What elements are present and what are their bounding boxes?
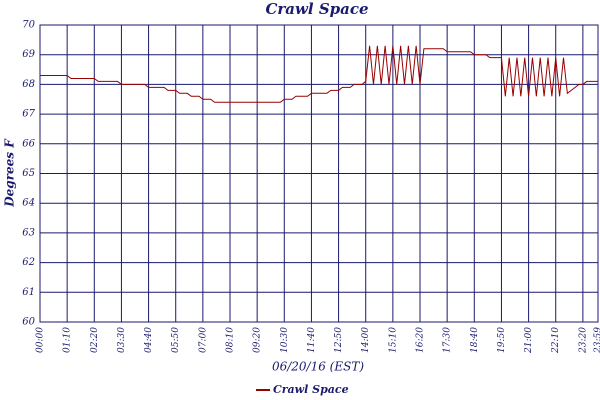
x-tick-label: 19:50 bbox=[497, 327, 507, 353]
x-tick-label: 16:20 bbox=[416, 327, 426, 353]
x-tick-label: 08:10 bbox=[226, 327, 236, 353]
x-tick-label: 04:40 bbox=[144, 327, 154, 353]
y-tick-label: 70 bbox=[22, 20, 35, 31]
x-tick-label: 17:30 bbox=[443, 327, 453, 353]
x-tick-label: 05:50 bbox=[171, 327, 181, 353]
x-axis-label: 06/20/16 (EST) bbox=[272, 360, 364, 374]
y-tick-label: 63 bbox=[22, 227, 35, 238]
x-tick-label: 09:20 bbox=[253, 327, 263, 353]
y-tick-label: 69 bbox=[22, 49, 35, 60]
x-tick-label: 10:30 bbox=[280, 327, 290, 353]
y-tick-label: 66 bbox=[22, 138, 35, 149]
plot-frame bbox=[39, 24, 599, 323]
y-tick-label: 62 bbox=[22, 257, 35, 268]
x-tick-label: 23:59 bbox=[594, 327, 600, 354]
data-line bbox=[40, 45, 598, 103]
x-tick-label: 15:10 bbox=[388, 327, 398, 353]
y-axis-label: Degrees F bbox=[3, 138, 17, 208]
legend-label: Crawl Space bbox=[273, 383, 349, 396]
x-tick-label: 21:00 bbox=[524, 327, 534, 354]
x-tick-label: 07:00 bbox=[198, 327, 208, 353]
x-tick-label: 14:00 bbox=[361, 327, 371, 353]
y-tick-label: 60 bbox=[22, 317, 35, 328]
x-tick-label: 00:00 bbox=[36, 327, 46, 353]
x-tick-label: 01:10 bbox=[63, 327, 73, 353]
y-tick-label: 65 bbox=[22, 168, 35, 179]
x-tick-label: 23:20 bbox=[578, 327, 588, 354]
x-tick-label: 03:30 bbox=[117, 327, 127, 353]
y-tick-label: 64 bbox=[22, 198, 35, 209]
y-tick-label: 67 bbox=[22, 109, 35, 120]
y-tick-label: 61 bbox=[22, 287, 35, 298]
x-tick-label: 12:50 bbox=[334, 327, 344, 353]
x-tick-label: 11:40 bbox=[307, 327, 317, 353]
x-tick-label: 18:40 bbox=[470, 327, 480, 353]
x-tick-label: 22:10 bbox=[551, 327, 561, 354]
x-tick-label: 02:20 bbox=[90, 327, 100, 353]
y-tick-label: 68 bbox=[22, 79, 35, 90]
chart-title: Crawl Space bbox=[265, 0, 368, 18]
